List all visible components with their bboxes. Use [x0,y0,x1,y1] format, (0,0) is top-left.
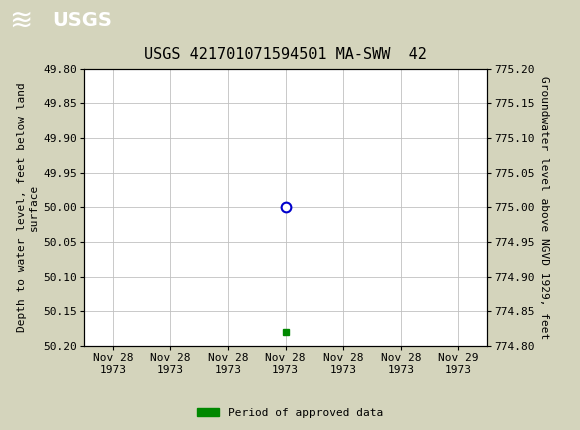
Text: ≋: ≋ [9,6,32,34]
Y-axis label: Depth to water level, feet below land
surface: Depth to water level, feet below land su… [17,83,39,332]
Title: USGS 421701071594501 MA-SWW  42: USGS 421701071594501 MA-SWW 42 [144,47,427,62]
Legend: Period of approved data: Period of approved data [193,403,387,422]
Y-axis label: Groundwater level above NGVD 1929, feet: Groundwater level above NGVD 1929, feet [539,76,549,339]
Text: USGS: USGS [52,11,112,30]
